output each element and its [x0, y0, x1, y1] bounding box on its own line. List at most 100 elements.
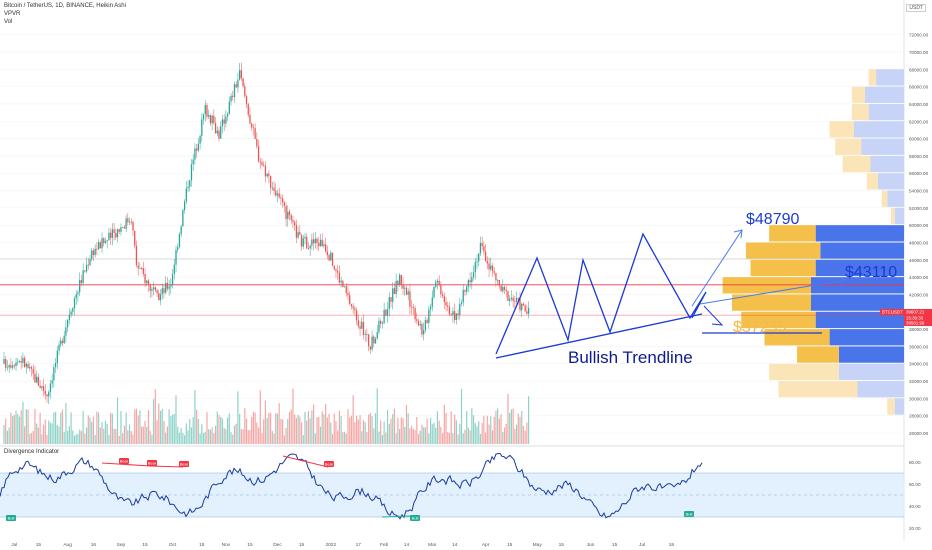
candle-body — [512, 297, 514, 301]
volume-bar — [79, 429, 81, 444]
volume-bar — [178, 432, 181, 444]
candle-body — [447, 305, 449, 307]
volume-bar — [58, 426, 60, 444]
volume-bar — [24, 426, 26, 444]
volume-bar — [402, 418, 404, 444]
volume-bar — [488, 424, 490, 444]
volume-bar — [493, 416, 495, 444]
currency-badge[interactable]: USDT — [906, 4, 926, 12]
volume-bar — [485, 432, 487, 444]
candle-body — [383, 309, 385, 324]
vp-sell-bar — [890, 207, 895, 225]
candle-body — [65, 327, 67, 336]
volume-bar — [521, 411, 523, 444]
candle-body — [278, 193, 280, 198]
divergence-tag-text: Bull — [412, 516, 419, 521]
candle-body — [367, 334, 370, 347]
candle-body — [228, 101, 230, 114]
vpvr-indicator-label[interactable]: VPVR — [4, 11, 21, 17]
volume-bar — [202, 432, 205, 444]
candle-body — [264, 165, 267, 177]
time-tick-label: Mar — [428, 542, 437, 548]
volume-bar — [247, 430, 249, 444]
vp-sell-bar — [769, 363, 839, 381]
volume-bar — [412, 428, 414, 444]
candle-body — [407, 291, 409, 295]
price-tick-label: 68000.00 — [909, 67, 929, 72]
candle-body — [173, 264, 175, 274]
candle-body — [63, 335, 65, 344]
time-tick-label: 18 — [669, 542, 675, 548]
volume-bar — [507, 393, 509, 444]
volume-bar — [271, 430, 273, 444]
volume-bar — [8, 427, 10, 444]
candle-body — [326, 251, 329, 256]
price-tick-label: 48000.00 — [909, 240, 929, 245]
price-tag-box — [904, 320, 932, 326]
candle-body — [42, 386, 45, 392]
candle-body — [467, 280, 470, 287]
candle-body — [175, 249, 177, 265]
candle-body — [349, 295, 351, 305]
candle-body — [295, 225, 298, 238]
volume-bar — [130, 431, 132, 444]
candle-body — [99, 242, 101, 249]
candle-body — [68, 314, 71, 321]
candle-body — [288, 211, 291, 216]
volume-bar — [452, 433, 454, 444]
vp-buy-bar — [876, 69, 904, 86]
volume-bar — [316, 417, 318, 444]
candle-body — [199, 135, 201, 144]
candle-body — [125, 218, 127, 229]
candle-body — [376, 332, 378, 339]
volume-bar — [240, 429, 242, 444]
candle-body — [414, 308, 416, 320]
volume-bar — [479, 434, 482, 444]
volume-bar — [325, 403, 327, 444]
price-tag-text: 39607.21 — [906, 310, 925, 315]
volume-bar — [330, 422, 332, 444]
candle-body — [342, 280, 344, 287]
volume-bar — [472, 415, 475, 444]
vp-buy-bar — [838, 363, 904, 381]
volume-bar — [180, 427, 182, 444]
volume-bar — [98, 412, 100, 444]
candle-body — [388, 297, 390, 309]
vp-sell-bar — [829, 121, 854, 138]
candle-body — [457, 313, 459, 316]
symbol-title[interactable]: Bitcoin / TetherUS, 1D, BINANCE, Heikin … — [4, 3, 126, 9]
candle-body — [3, 359, 5, 364]
volume-bar — [99, 427, 101, 444]
candle-body — [108, 232, 110, 241]
candle-body — [220, 126, 222, 139]
candle-body — [5, 359, 7, 368]
volume-bar — [510, 409, 512, 444]
vp-buy-bar — [894, 207, 904, 225]
volume-bar — [471, 408, 473, 444]
vp-sell-bar — [842, 155, 871, 173]
volume-bar — [108, 434, 110, 444]
candlesticks — [3, 62, 530, 404]
candle-body — [15, 362, 17, 367]
candle-body — [509, 298, 511, 301]
volume-bar — [421, 424, 423, 444]
price-tick-label: 56000.00 — [909, 171, 929, 176]
candle-body — [122, 227, 124, 228]
candle-body — [521, 303, 523, 311]
candle-body — [450, 314, 452, 316]
indicator-title[interactable]: Divergence Indicator — [4, 449, 60, 455]
volume-bar — [49, 422, 52, 444]
volume-bar — [419, 430, 421, 444]
candle-body — [361, 321, 363, 329]
candle-body — [41, 386, 43, 388]
price-tick-label: 34000.00 — [909, 362, 929, 367]
time-tick-label: May — [533, 542, 543, 548]
volume-bar — [357, 419, 359, 444]
candle-body — [268, 173, 270, 176]
volume-bar — [85, 427, 88, 444]
candle-body — [306, 236, 308, 249]
volume-indicator-label[interactable]: Vol — [4, 19, 13, 25]
candle-body — [309, 245, 311, 249]
volume-bar — [311, 410, 313, 444]
candle-body — [287, 211, 289, 219]
